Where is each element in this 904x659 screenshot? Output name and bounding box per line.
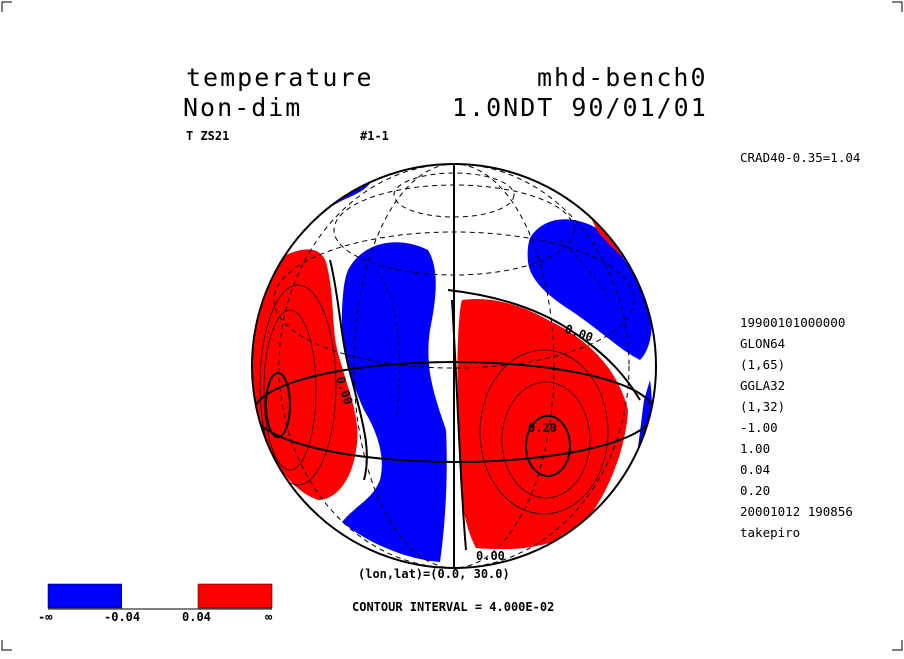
crad-label: CRAD40-0.35=1.04 — [740, 150, 860, 165]
side-info-line: 0.04 — [740, 462, 770, 477]
side-info-list: 19900101000000 GLON64 (1,65) GGLA32 (1,3… — [740, 315, 853, 540]
side-info-line: 19900101000000 — [740, 315, 845, 330]
contour-line — [559, 239, 611, 301]
side-info-line: GLON64 — [740, 336, 785, 351]
projection-label: (lon,lat)=(0.0, 30.0) — [358, 567, 510, 581]
crop-mark-top-right — [892, 1, 903, 12]
experiment-title: mhd-bench0 — [537, 63, 708, 92]
side-info-line: 1.00 — [740, 441, 770, 456]
side-info-line: GGLA32 — [740, 378, 785, 393]
legend-tick-label: 0.04 — [182, 610, 211, 624]
contour-line — [259, 284, 337, 486]
contour-line — [375, 269, 401, 421]
legend-tick-label: -∞ — [38, 610, 53, 624]
contour-label: 0.20 — [528, 421, 557, 435]
side-info-line: takepiro — [740, 525, 800, 540]
contour-line — [501, 381, 591, 499]
side-info-line: (1,65) — [740, 357, 785, 372]
globe-outline — [251, 163, 657, 569]
legend-tick-label: ∞ — [265, 610, 273, 624]
contour-line — [329, 259, 368, 481]
legend-swatch-neutral — [122, 584, 198, 608]
units-title: Non-dim — [183, 93, 302, 122]
crop-mark-top-left — [1, 1, 12, 12]
negative-region — [341, 242, 447, 562]
contour-label: 0.00 — [476, 549, 505, 563]
contour-line — [479, 349, 609, 515]
time-title: 1.0NDT 90/01/01 — [452, 93, 708, 122]
variable-title: temperature — [186, 63, 374, 92]
legend-swatch-negative — [47, 583, 123, 609]
contour-line — [263, 309, 317, 471]
legend-tick-label: -0.04 — [104, 610, 140, 624]
crop-mark-bottom-right — [892, 640, 903, 651]
legend-swatch-positive — [197, 583, 273, 609]
field-code: T ZS21 — [186, 129, 229, 143]
meridian-line — [278, 164, 630, 568]
color-legend: -∞ -0.04 0.04 ∞ — [38, 583, 273, 624]
side-info-line: -1.00 — [740, 420, 778, 435]
frame-id: #1-1 — [360, 129, 389, 143]
positive-region — [457, 298, 628, 550]
globe: 0.00 0.00 0.20 0.00 — [251, 163, 657, 569]
crop-mark-bottom-left — [1, 640, 12, 651]
side-info-line: 20001012 190856 — [740, 504, 853, 519]
contour-line — [265, 372, 291, 438]
side-info-line: (1,32) — [740, 399, 785, 414]
contour-line — [447, 289, 641, 401]
contour-interval-label: CONTOUR INTERVAL = 4.000E-02 — [352, 600, 554, 614]
contour-line — [525, 415, 571, 477]
meridian-line — [353, 164, 555, 568]
side-info-line: 0.20 — [740, 483, 770, 498]
